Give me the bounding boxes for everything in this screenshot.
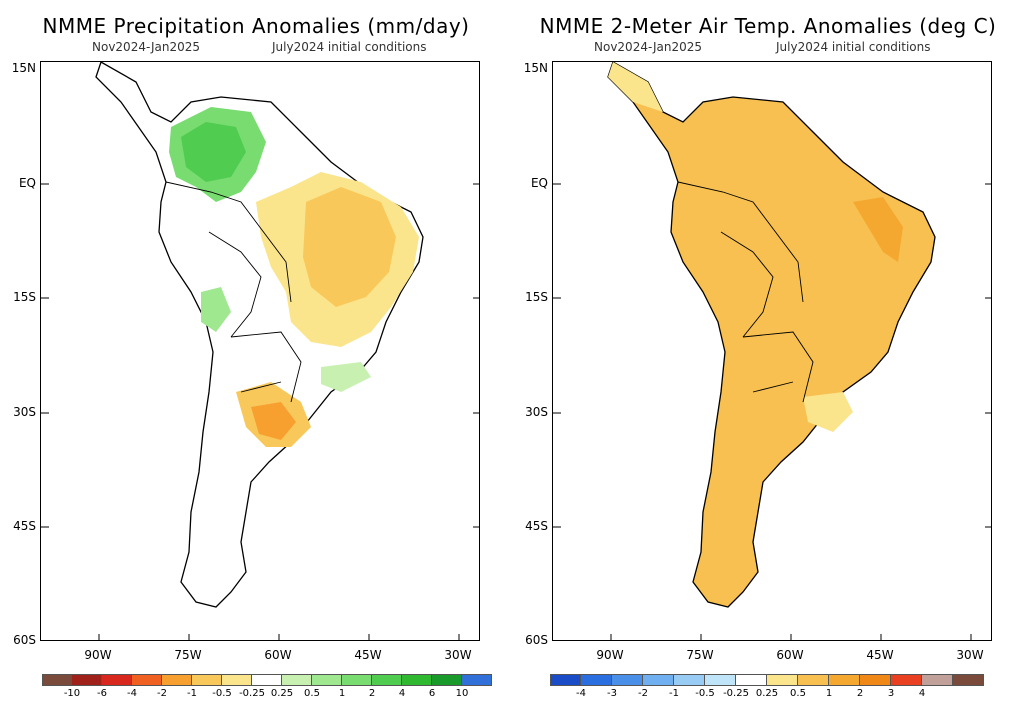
precip-colorbar-swatch: [342, 674, 372, 686]
temp-colorbar-swatch: [891, 674, 922, 686]
lat-label-60s: 60S: [13, 633, 36, 647]
precip-colorbar-swatch: [372, 674, 402, 686]
lat-label-eq: EQ: [18, 176, 36, 190]
precip-map: [40, 61, 480, 641]
lon-label-60w: 60W: [264, 648, 292, 662]
temp-colorbar-label: -0.5: [695, 688, 715, 699]
temp-period: Nov2024-Jan2025: [594, 40, 702, 54]
temp-colorbar-label: 3: [887, 688, 895, 699]
lon-label-60w: 60W: [776, 648, 804, 662]
precip-colorbar-label: 0.25: [270, 688, 294, 699]
lat-label-15n: 15N: [523, 61, 548, 75]
temp-colorbar-label: 2: [856, 688, 864, 699]
lat-label-15s: 15S: [525, 290, 548, 304]
temp-colorbar-label: 0.25: [755, 688, 779, 699]
precip-colorbar-swatch: [432, 674, 462, 686]
temp-colorbar-swatch: [829, 674, 860, 686]
lat-label-60s: 60S: [525, 633, 548, 647]
temp-colorbar-swatch: [581, 674, 612, 686]
lat-label-eq: EQ: [530, 176, 548, 190]
temp-colorbar-swatch: [550, 674, 581, 686]
temp-init: July2024 initial conditions: [776, 40, 931, 54]
precip-colorbar-swatch: [102, 674, 132, 686]
precip-colorbar-label: -0.25: [239, 688, 265, 699]
lon-label-75w: 75W: [174, 648, 202, 662]
precip-colorbar-label: -6: [97, 688, 107, 699]
precip-colorbar-swatch: [252, 674, 282, 686]
precip-colorbar-swatch: [42, 674, 72, 686]
temp-colorbar-swatch: [860, 674, 891, 686]
lat-label-45s: 45S: [525, 519, 548, 533]
lat-label-15n: 15N: [11, 61, 36, 75]
precip-colorbar-swatch: [312, 674, 342, 686]
lon-label-30w: 30W: [444, 648, 472, 662]
precip-colorbar-label: -1: [187, 688, 197, 699]
precip-colorbar-swatch: [462, 674, 492, 686]
precip-colorbar-swatch: [72, 674, 102, 686]
precip-colorbar-label: -0.5: [212, 688, 232, 699]
temp-title: NMME 2-Meter Air Temp. Anomalies (deg C): [539, 14, 997, 38]
precip-colorbar-label: 2: [368, 688, 376, 699]
precip-colorbar-swatch: [222, 674, 252, 686]
lat-label-30s: 30S: [525, 405, 548, 419]
lon-label-90w: 90W: [84, 648, 112, 662]
temp-colorbar-label: -0.25: [723, 688, 749, 699]
precip-colorbar-swatch: [162, 674, 192, 686]
lon-label-75w: 75W: [686, 648, 714, 662]
temp-colorbar-label: 4: [918, 688, 926, 699]
precip-colorbar-swatch: [132, 674, 162, 686]
temp-colorbar-label: 0.5: [790, 688, 806, 699]
precip-colorbar-label: 1: [338, 688, 346, 699]
precip-colorbar: [42, 674, 492, 686]
precip-colorbar-label: 4: [398, 688, 406, 699]
precip-colorbar-label: -4: [127, 688, 137, 699]
lon-label-30w: 30W: [956, 648, 984, 662]
temp-colorbar-swatch: [612, 674, 643, 686]
lat-label-45s: 45S: [13, 519, 36, 533]
precip-title: NMME Precipitation Anomalies (mm/day): [42, 14, 470, 38]
temp-colorbar-label: -1: [669, 688, 679, 699]
precip-colorbar-swatch: [192, 674, 222, 686]
temp-panel: NMME 2-Meter Air Temp. Anomalies (deg C)…: [512, 0, 1024, 720]
temp-colorbar-swatch: [643, 674, 674, 686]
precip-colorbar-label: 6: [428, 688, 436, 699]
temp-colorbar: [550, 674, 984, 686]
temp-colorbar-swatch: [736, 674, 767, 686]
temp-colorbar-swatch: [705, 674, 736, 686]
temp-colorbar-label: -3: [607, 688, 617, 699]
precip-period: Nov2024-Jan2025: [92, 40, 200, 54]
precip-colorbar-label: -10: [63, 688, 81, 699]
precip-colorbar-label: -2: [157, 688, 167, 699]
temp-colorbar-swatch: [674, 674, 705, 686]
temp-colorbar-swatch: [922, 674, 953, 686]
temp-colorbar-swatch: [953, 674, 984, 686]
temp-colorbar-label: -4: [576, 688, 586, 699]
lat-label-30s: 30S: [13, 405, 36, 419]
temp-map: [552, 61, 992, 641]
lon-label-45w: 45W: [354, 648, 382, 662]
temp-colorbar-label: 1: [825, 688, 833, 699]
precip-colorbar-swatch: [402, 674, 432, 686]
temp-colorbar-swatch: [798, 674, 829, 686]
precip-colorbar-label: 0.5: [304, 688, 320, 699]
precip-init: July2024 initial conditions: [272, 40, 427, 54]
precip-colorbar-swatch: [282, 674, 312, 686]
lat-label-15s: 15S: [13, 290, 36, 304]
lon-label-90w: 90W: [596, 648, 624, 662]
temp-colorbar-swatch: [767, 674, 798, 686]
temp-colorbar-label: -2: [638, 688, 648, 699]
lon-label-45w: 45W: [866, 648, 894, 662]
precip-colorbar-label: 10: [455, 688, 469, 699]
precip-panel: NMME Precipitation Anomalies (mm/day) No…: [11, 14, 492, 699]
